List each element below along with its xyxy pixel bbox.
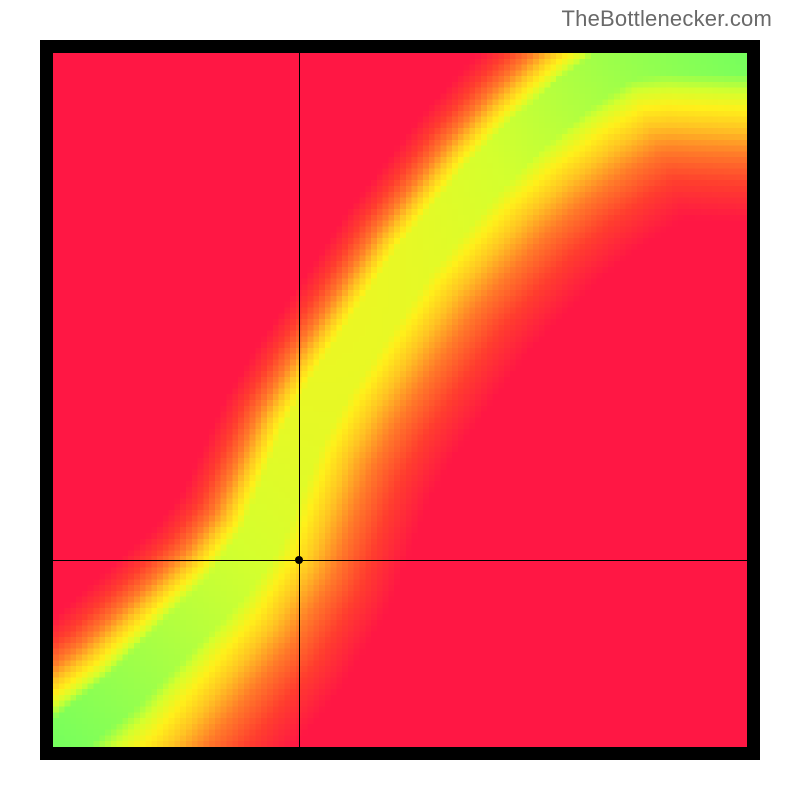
watermark-text: TheBottlenecker.com: [562, 6, 772, 32]
plot-outer-frame: [40, 40, 760, 760]
plot-area: [53, 53, 747, 747]
crosshair-vertical: [299, 53, 300, 747]
chart-container: TheBottlenecker.com: [0, 0, 800, 800]
selected-point-marker: [295, 556, 303, 564]
crosshair-horizontal: [53, 560, 747, 561]
heatmap-canvas: [53, 53, 747, 747]
